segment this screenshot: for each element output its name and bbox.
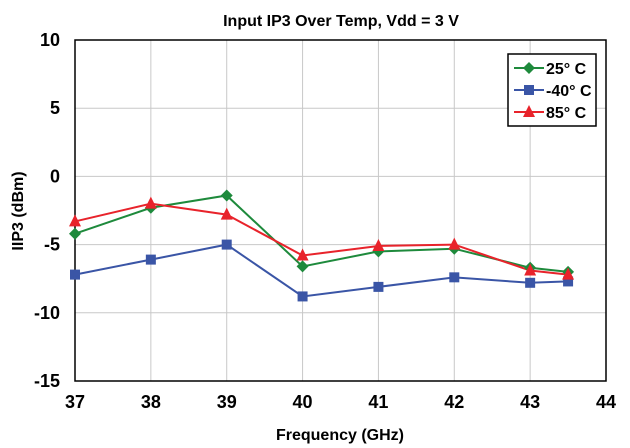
data-point-triangle — [372, 238, 385, 251]
data-point-triangle — [69, 214, 81, 227]
data-point-triangle — [524, 263, 537, 276]
plot-area-frame — [74, 39, 607, 382]
data-point-square — [297, 291, 308, 302]
series-line — [74, 243, 569, 298]
data-point-triangle — [448, 237, 461, 250]
y-tick-label: -5 — [44, 235, 60, 255]
x-tick-label: 41 — [368, 392, 388, 412]
data-point-triangle — [220, 207, 233, 220]
x-tick-label: 43 — [520, 392, 540, 412]
data-point-diamond — [296, 260, 309, 273]
legend-label: 25° C — [546, 61, 587, 78]
x-tick-label: 44 — [596, 392, 616, 412]
legend-label: -40° C — [546, 83, 592, 100]
series-group — [69, 189, 575, 302]
data-point-diamond — [69, 227, 81, 240]
y-axis-label: IIP3 (dBm) — [10, 171, 27, 250]
legend: 25° C -40° C 85° C — [507, 53, 597, 127]
y-tick-label: 0 — [50, 166, 60, 186]
data-point-square — [525, 277, 536, 288]
data-point-triangle — [562, 267, 575, 280]
data-point-square — [145, 254, 156, 265]
data-point-square — [221, 239, 232, 250]
data-point-square — [524, 85, 534, 95]
series-line — [74, 202, 569, 276]
legend-label: 85° C — [546, 105, 587, 122]
data-point-triangle — [144, 196, 157, 209]
y-tick-labels: -15 -10 -5 0 5 10 — [34, 30, 60, 391]
data-point-diamond — [523, 62, 535, 74]
y-tick-label: -15 — [34, 371, 60, 391]
data-point-triangle — [296, 248, 309, 261]
data-point-square — [373, 281, 384, 292]
y-tick-label: -10 — [34, 303, 60, 323]
x-tick-label: 37 — [65, 392, 85, 412]
y-tick-label: 5 — [50, 98, 60, 118]
x-tick-label: 38 — [141, 392, 161, 412]
chart-title: Input IP3 Over Temp, Vdd = 3 V — [223, 13, 459, 30]
x-tick-labels: 37 38 39 40 41 42 43 44 — [65, 392, 616, 412]
x-tick-label: 42 — [444, 392, 464, 412]
x-tick-label: 39 — [217, 392, 237, 412]
x-axis-label: Frequency (GHz) — [276, 427, 404, 444]
data-point-diamond — [220, 189, 233, 202]
data-point-square — [449, 272, 460, 283]
data-point-triangle — [523, 105, 535, 117]
x-tick-label: 40 — [293, 392, 313, 412]
y-tick-label: 10 — [40, 30, 60, 50]
data-point-square — [563, 276, 574, 287]
data-point-square — [70, 269, 80, 280]
